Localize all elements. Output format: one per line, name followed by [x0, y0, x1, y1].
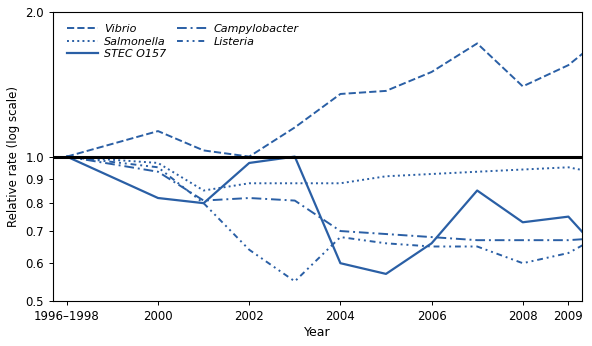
Salmonella	[291, 181, 298, 185]
Campylobacter	[382, 232, 390, 236]
Line: Vibrio: Vibrio	[67, 28, 592, 157]
Listeria	[519, 261, 526, 265]
Listeria	[155, 165, 162, 170]
STEC O157	[291, 155, 298, 159]
Campylobacter	[63, 155, 70, 159]
X-axis label: Year: Year	[304, 326, 331, 339]
STEC O157	[200, 201, 207, 205]
Vibrio	[382, 89, 390, 93]
STEC O157	[63, 155, 70, 159]
Vibrio	[291, 125, 298, 129]
STEC O157	[246, 161, 253, 165]
Salmonella	[519, 167, 526, 172]
Salmonella	[428, 172, 435, 176]
Salmonella	[155, 161, 162, 165]
Listeria	[565, 251, 572, 255]
Campylobacter	[565, 238, 572, 242]
Vibrio	[246, 155, 253, 159]
Salmonella	[246, 181, 253, 185]
Vibrio	[428, 70, 435, 74]
Salmonella	[382, 174, 390, 178]
STEC O157	[382, 272, 390, 276]
Salmonella	[565, 165, 572, 170]
Salmonella	[474, 170, 481, 174]
Y-axis label: Relative rate (log scale): Relative rate (log scale)	[7, 86, 20, 227]
Listeria	[291, 279, 298, 283]
Vibrio	[474, 41, 481, 45]
Salmonella	[337, 181, 344, 185]
STEC O157	[565, 215, 572, 219]
Legend: Vibrio, Salmonella, STEC O157, Campylobacter, Listeria: Vibrio, Salmonella, STEC O157, Campyloba…	[64, 20, 303, 63]
Vibrio	[200, 148, 207, 153]
Salmonella	[63, 155, 70, 159]
Line: STEC O157: STEC O157	[67, 157, 592, 274]
Vibrio	[337, 92, 344, 96]
Vibrio	[565, 63, 572, 67]
Listeria	[200, 201, 207, 205]
Campylobacter	[428, 235, 435, 239]
Vibrio	[519, 84, 526, 89]
Campylobacter	[200, 199, 207, 203]
Line: Listeria: Listeria	[67, 157, 592, 281]
Campylobacter	[246, 196, 253, 200]
Listeria	[337, 235, 344, 239]
Campylobacter	[474, 238, 481, 242]
Line: Salmonella: Salmonella	[67, 157, 592, 191]
Listeria	[428, 244, 435, 248]
Vibrio	[63, 155, 70, 159]
Listeria	[246, 248, 253, 252]
Listeria	[63, 155, 70, 159]
Campylobacter	[519, 238, 526, 242]
STEC O157	[519, 220, 526, 224]
Listeria	[474, 244, 481, 248]
Salmonella	[200, 189, 207, 193]
STEC O157	[337, 261, 344, 265]
Campylobacter	[337, 229, 344, 233]
STEC O157	[155, 196, 162, 200]
Vibrio	[155, 129, 162, 133]
Campylobacter	[155, 170, 162, 174]
STEC O157	[428, 241, 435, 245]
Line: Campylobacter: Campylobacter	[67, 157, 592, 240]
STEC O157	[474, 189, 481, 193]
Listeria	[382, 241, 390, 245]
Campylobacter	[291, 199, 298, 203]
